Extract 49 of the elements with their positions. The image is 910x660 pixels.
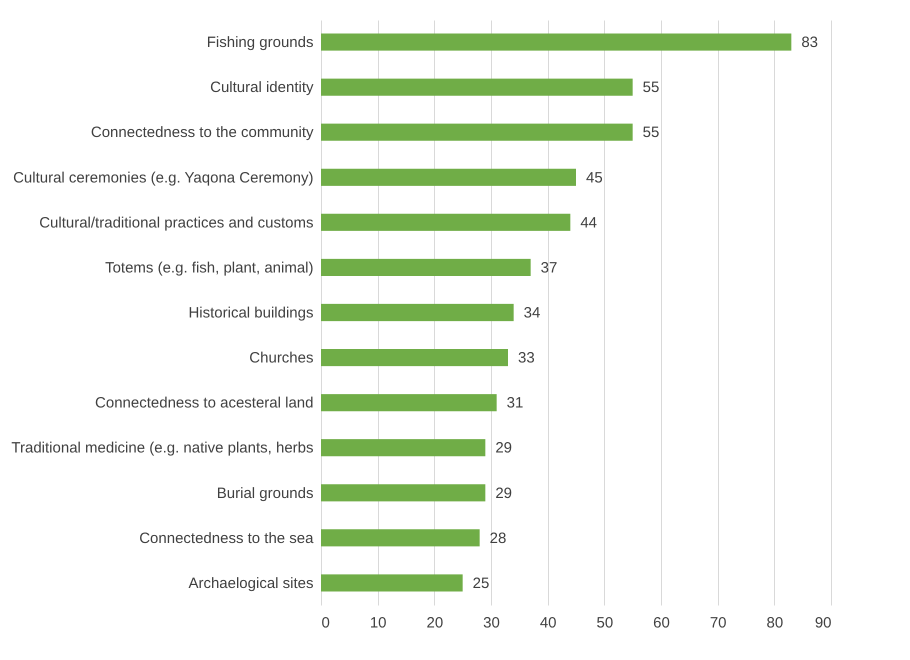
y-tick-label: Burial grounds xyxy=(216,484,314,502)
data-label: 55 xyxy=(642,79,660,96)
data-label: 29 xyxy=(495,440,512,457)
data-label: 29 xyxy=(495,484,512,502)
y-tick-label: Fishing grounds xyxy=(206,34,314,52)
y-tick-label: Cultural/traditional practices and customs xyxy=(39,214,314,232)
bar xyxy=(321,258,531,276)
data-label: 25 xyxy=(472,574,490,592)
bar xyxy=(321,34,792,51)
bar xyxy=(321,439,486,456)
y-tick-label: Connectedness to acesteral land xyxy=(95,394,314,412)
data-label: 31 xyxy=(506,394,524,412)
data-label: 45 xyxy=(586,169,603,186)
data-label: 83 xyxy=(801,34,818,52)
x-tick-label: 70 xyxy=(710,614,727,632)
x-tick-label: 20 xyxy=(426,614,444,632)
data-label: 34 xyxy=(524,304,540,322)
y-tick-label: Traditional medicine (e.g. native plants, herbs xyxy=(11,440,314,457)
y-tick-label: Churches xyxy=(249,350,314,367)
y-tick-label: Historical buildings xyxy=(188,304,314,322)
y-tick-label: Connectedness to the sea xyxy=(139,530,314,547)
x-tick-label: 30 xyxy=(483,614,500,632)
bar xyxy=(321,529,480,546)
x-tick-label: 40 xyxy=(540,614,557,632)
y-tick-label: Connectedness to the community xyxy=(90,124,314,142)
x-tick-label: 10 xyxy=(370,614,387,632)
y-tick-label: Totems (e.g. fish, plant, animal) xyxy=(105,259,314,276)
x-tick-label: 0 xyxy=(322,614,330,632)
x-tick-label: 50 xyxy=(596,614,614,632)
x-tick-label: 80 xyxy=(766,614,784,632)
data-label: 37 xyxy=(540,259,558,276)
bar xyxy=(321,484,486,502)
bar xyxy=(321,349,508,366)
bar xyxy=(321,168,576,186)
y-tick-label: Cultural ceremonies (e.g. Yaqona Ceremony) xyxy=(13,169,314,186)
x-tick-label: 60 xyxy=(653,614,670,632)
bar xyxy=(321,394,497,412)
bar xyxy=(321,124,633,141)
data-label: 33 xyxy=(518,350,535,367)
data-label: 55 xyxy=(642,124,660,142)
y-tick-label: Archaelogical sites xyxy=(188,574,314,592)
bar xyxy=(321,304,514,322)
x-tick-label: 90 xyxy=(814,614,832,632)
data-label: 28 xyxy=(490,530,506,547)
bar xyxy=(321,78,633,96)
bar xyxy=(321,574,463,592)
data-label: 44 xyxy=(580,214,598,232)
y-tick-label: Cultural identity xyxy=(210,79,314,96)
bar xyxy=(321,214,570,231)
